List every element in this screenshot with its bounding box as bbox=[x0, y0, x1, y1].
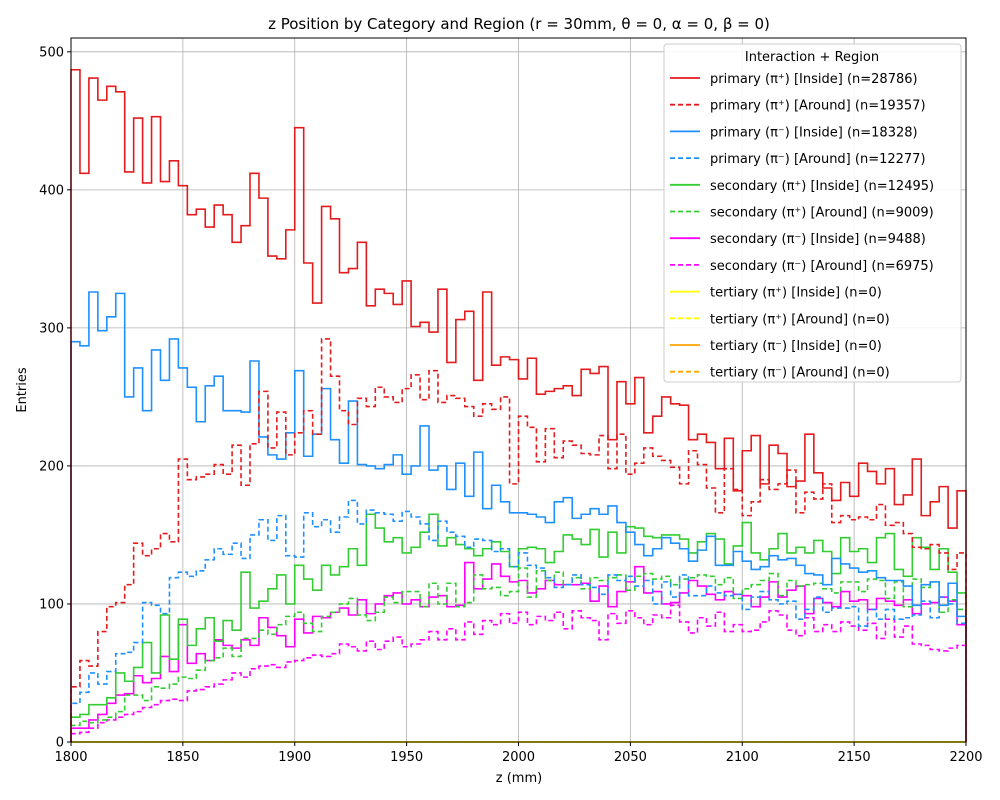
legend-box bbox=[663, 43, 962, 383]
x-tick-label: 2200 bbox=[949, 750, 982, 765]
legend-label: secondary (π⁻) [Inside] (n=9488) bbox=[710, 232, 926, 247]
legend-label: secondary (π⁺) [Inside] (n=12495) bbox=[710, 179, 934, 194]
y-tick-label: 400 bbox=[39, 183, 64, 198]
legend-label: primary (π⁺) [Around] (n=19357) bbox=[710, 99, 926, 114]
y-tick-label: 500 bbox=[39, 45, 64, 60]
series-line bbox=[70, 499, 967, 742]
legend-label: primary (π⁻) [Inside] (n=18328) bbox=[710, 125, 918, 140]
series-line bbox=[70, 291, 967, 742]
x-tick-label: 1900 bbox=[278, 750, 311, 765]
legend: Interaction + Region primary (π⁺) [Insid… bbox=[663, 43, 962, 383]
series-line bbox=[70, 338, 967, 742]
x-tick-label: 2050 bbox=[614, 750, 647, 765]
legend-label: primary (π⁻) [Around] (n=12277) bbox=[710, 152, 926, 167]
legend-label: secondary (π⁺) [Around] (n=9009) bbox=[710, 206, 934, 221]
y-axis-label: Entries bbox=[15, 367, 30, 413]
y-tick-label: 0 bbox=[56, 736, 64, 751]
y-tick-label: 300 bbox=[39, 321, 64, 336]
legend-label: tertiary (π⁺) [Around] (n=0) bbox=[710, 312, 890, 327]
legend-label: tertiary (π⁻) [Around] (n=0) bbox=[710, 366, 890, 381]
legend-label: tertiary (π⁻) [Inside] (n=0) bbox=[710, 339, 882, 354]
legend-label: tertiary (π⁺) [Inside] (n=0) bbox=[710, 286, 882, 301]
x-tick-label: 2150 bbox=[838, 750, 871, 765]
series-line bbox=[70, 567, 967, 742]
x-tick-label: 1850 bbox=[166, 750, 199, 765]
ticks: 1800 1850 1900 1950 2000 2050 2100 2150 2200 0 100… bbox=[39, 45, 982, 765]
legend-title: Interaction + Region bbox=[745, 50, 879, 65]
series-line bbox=[70, 68, 967, 742]
chart-title: z Position by Category and Region (r = 3… bbox=[268, 15, 770, 33]
x-tick-label: 1800 bbox=[54, 750, 87, 765]
series-line bbox=[70, 513, 967, 742]
series-line bbox=[70, 604, 967, 742]
y-tick-label: 200 bbox=[39, 459, 64, 474]
y-tick-label: 100 bbox=[39, 597, 64, 612]
legend-label: primary (π⁺) [Inside] (n=28786) bbox=[710, 72, 918, 87]
x-tick-label: 1950 bbox=[390, 750, 423, 765]
x-tick-label: 2000 bbox=[502, 750, 535, 765]
x-axis-label: z (mm) bbox=[496, 771, 542, 786]
x-tick-label: 2100 bbox=[726, 750, 759, 765]
legend-label: secondary (π⁻) [Around] (n=6975) bbox=[710, 259, 934, 274]
